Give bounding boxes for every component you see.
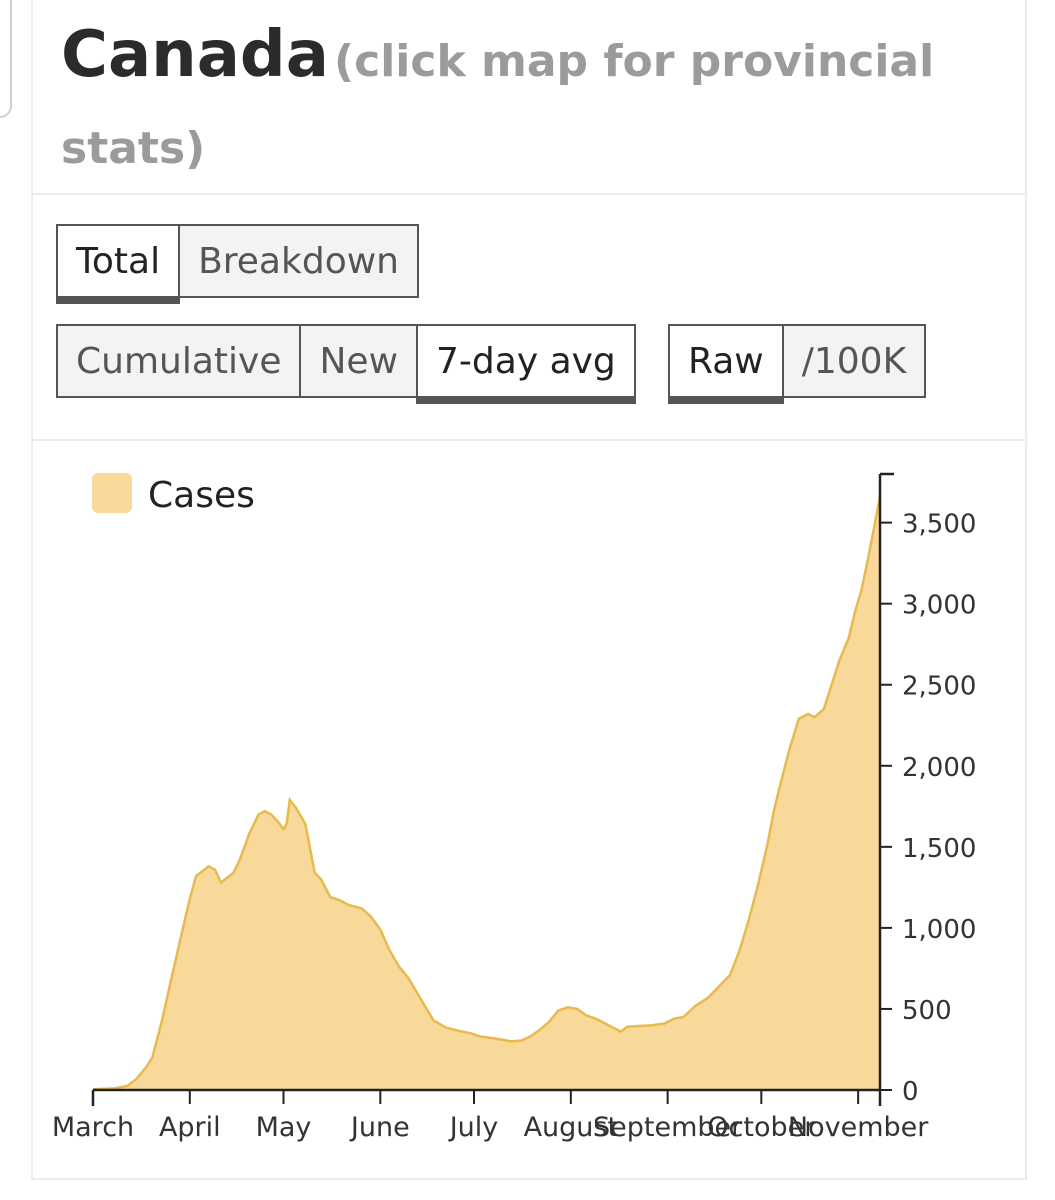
type-toggle: Total Breakdown (56, 224, 419, 304)
y-tick-label: 2,000 (902, 753, 976, 783)
total-button[interactable]: Total (56, 224, 181, 304)
y-tick-label: 1,500 (902, 834, 976, 864)
scale-toggle: Raw /100K (668, 324, 927, 404)
y-tick-label: 0 (902, 1077, 919, 1107)
x-tick-label: May (256, 1112, 312, 1143)
seven-day-avg-button[interactable]: 7-day avg (416, 324, 636, 404)
chart-controls: Total Breakdown Cumulative New 7-day avg… (33, 195, 1025, 441)
y-tick-label: 2,500 (902, 672, 976, 702)
cumulative-button[interactable]: Cumulative (56, 324, 302, 398)
legend-swatch (92, 473, 132, 513)
country-card: Canada (click map for provincial stats) … (31, 0, 1027, 1180)
x-tick-label: November (788, 1112, 929, 1143)
x-tick-label: August (524, 1112, 619, 1143)
legend-label: Cases (148, 475, 255, 516)
side-panel-edge (0, 0, 12, 118)
x-tick-label: July (448, 1112, 499, 1143)
breakdown-button[interactable]: Breakdown (178, 224, 419, 298)
x-tick-label: September (593, 1112, 743, 1143)
new-button[interactable]: New (299, 324, 419, 398)
card-header: Canada (click map for provincial stats) (33, 0, 1025, 195)
cases-area (93, 496, 880, 1090)
raw-button[interactable]: Raw (668, 324, 784, 404)
y-tick-label: 500 (902, 996, 952, 1026)
chart-area: 0 500 1,000 1,500 2,000 2,500 3,000 3,500 March A… (33, 441, 1025, 1180)
map-hint[interactable]: (click map for provincial stats) (61, 36, 935, 174)
per-100k-button[interactable]: /100K (781, 324, 927, 398)
x-tick-label: April (159, 1112, 221, 1143)
y-tick-label: 1,000 (902, 915, 976, 945)
cases-chart: 0 500 1,000 1,500 2,000 2,500 3,000 3,500 March A… (52, 472, 976, 1143)
page-title: Canada (61, 18, 329, 92)
y-tick-label: 3,000 (902, 591, 976, 621)
y-tick-label: 3,500 (902, 510, 976, 540)
cases-line (92, 496, 882, 1091)
x-tick-label: June (349, 1112, 410, 1143)
title-line: Canada (click map for provincial stats) (61, 16, 961, 197)
mode-toggle: Cumulative New 7-day avg (56, 324, 636, 404)
x-tick-label: March (52, 1112, 134, 1143)
x-tick-label: October (707, 1112, 816, 1143)
